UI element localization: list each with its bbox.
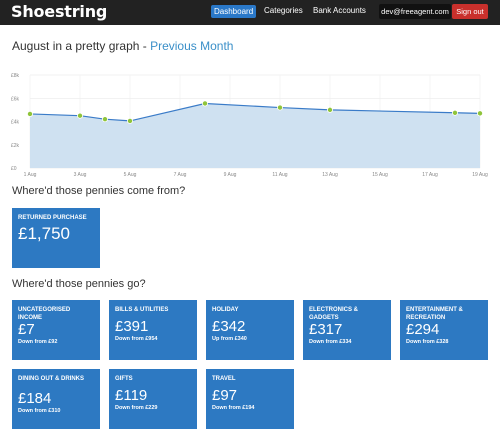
tile-amount: £97	[212, 387, 238, 404]
data-point	[26, 110, 33, 117]
category-tile[interactable]: DINING OUT & DRINKS £184 Down from £310	[12, 369, 100, 429]
category-tile[interactable]: GIFTS £119 Down from £229	[109, 369, 197, 429]
tile-comparison: Down from £194	[212, 405, 255, 411]
tile-comparison: Down from £954	[115, 336, 158, 342]
user-email: dev@freeagent.com	[379, 4, 451, 19]
nav-dashboard[interactable]: Dashboard	[211, 5, 257, 18]
data-point	[276, 104, 283, 111]
tile-label: RETURNED PURCHASE	[18, 215, 87, 221]
tile-label: UNCATEGORISED INCOME	[18, 307, 71, 321]
category-tile[interactable]: ENTERTAINMENT & RECREATION £294 Down from …	[400, 300, 488, 360]
category-tile[interactable]: HOLIDAY £342 Up from £340	[206, 300, 294, 360]
tile-label: TRAVEL	[212, 376, 236, 382]
income-tile[interactable]: RETURNED PURCHASE £1,750	[12, 208, 100, 268]
page-title: August in a pretty graph - Previous Mont…	[12, 39, 233, 53]
page-title-text: August in a pretty graph -	[12, 39, 151, 53]
x-tick-label: 7 Aug	[174, 172, 187, 178]
x-tick-label: 19 Aug	[472, 172, 488, 178]
tile-amount: £119	[115, 387, 148, 404]
tile-label: BILLS & UTILITIES	[115, 307, 169, 313]
x-tick-label: 1 Aug	[24, 172, 37, 178]
income-section-title: Where'd those pennies come from?	[12, 185, 186, 197]
x-tick-label: 9 Aug	[224, 172, 237, 178]
tile-comparison: Down from £334	[309, 339, 352, 345]
previous-month-link[interactable]: Previous Month	[150, 39, 234, 53]
tile-comparison: Down from £229	[115, 405, 158, 411]
tile-amount: £1,750	[18, 224, 70, 243]
x-tick-label: 5 Aug	[124, 172, 137, 178]
tile-label: ELECTRONICS & GADGETS	[309, 307, 359, 321]
tile-amount: £342	[212, 318, 246, 335]
tile-label: DINING OUT & DRINKS	[18, 376, 84, 382]
data-point	[201, 100, 208, 107]
y-tick-label: £8k	[11, 73, 20, 79]
data-point	[127, 117, 134, 124]
monthly-chart: £8k £6k £4k £2k £0 1 Aug 3 Aug 5 Aug 7 Aug 9 Aug 1…	[11, 73, 488, 178]
tile-amount: £294	[406, 321, 440, 338]
data-point	[326, 106, 333, 113]
data-point	[451, 109, 458, 116]
tile-comparison: Up from £340	[212, 336, 247, 342]
tile-amount: £7	[18, 321, 35, 338]
category-tile[interactable]: UNCATEGORISED INCOME £7 Down from £92	[12, 300, 100, 360]
tile-label: GIFTS	[115, 376, 133, 382]
category-tile[interactable]: ELECTRONICS & GADGETS £317 Down from £334	[303, 300, 391, 360]
tile-amount: £184	[18, 390, 52, 407]
tile-amount: £317	[309, 321, 343, 338]
data-point	[476, 110, 483, 117]
x-tick-label: 11 Aug	[272, 172, 287, 178]
category-tile[interactable]: TRAVEL £97 Down from £194	[206, 369, 294, 429]
category-tile[interactable]: BILLS & UTILITIES £391 Down from £954	[109, 300, 197, 360]
app-logo[interactable]: Shoestring	[11, 2, 108, 21]
tile-amount: £391	[115, 318, 149, 335]
y-tick-label: £2k	[11, 143, 20, 149]
area-fill	[30, 103, 480, 168]
x-tick-label: 13 Aug	[322, 172, 338, 178]
tile-label: ENTERTAINMENT & RECREATION	[406, 307, 463, 321]
nav-categories[interactable]: Categories	[264, 6, 303, 15]
y-tick-label: £6k	[11, 96, 20, 102]
nav-bank-accounts[interactable]: Bank Accounts	[313, 6, 366, 15]
x-tick-label: 17 Aug	[422, 172, 438, 178]
data-point	[77, 112, 84, 119]
spending-section-title: Where'd those pennies go?	[12, 278, 146, 290]
tile-comparison: Down from £328	[406, 339, 449, 345]
y-tick-label: £0	[11, 166, 17, 172]
tile-label: HOLIDAY	[212, 307, 239, 313]
x-tick-label: 3 Aug	[74, 172, 87, 178]
y-tick-label: £4k	[11, 120, 20, 126]
top-navbar: Shoestring Dashboard Categories Bank Acc…	[0, 0, 500, 25]
tile-comparison: Down from £92	[18, 339, 58, 345]
data-point	[102, 116, 109, 123]
x-tick-label: 15 Aug	[372, 172, 388, 178]
sign-out-button[interactable]: Sign out	[452, 4, 488, 19]
tile-comparison: Down from £310	[18, 408, 61, 414]
